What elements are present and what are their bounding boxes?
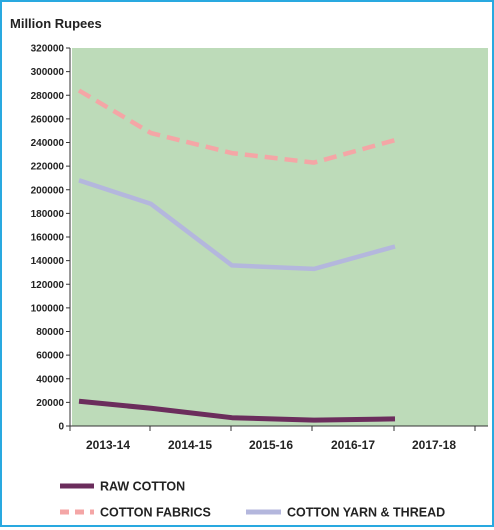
y-tick-label: 300000 [31, 67, 65, 78]
y-tick-label: 180000 [31, 209, 65, 220]
y-axis-unit-label: Million Rupees [10, 16, 102, 31]
y-tick-label: 200000 [31, 185, 65, 196]
y-tick-label: 20000 [36, 398, 64, 409]
x-tick-label: 2017-18 [412, 438, 456, 452]
legend-label: COTTON FABRICS [100, 506, 211, 520]
x-tick-label: 2014-15 [168, 438, 212, 452]
y-tick-label: 40000 [36, 374, 64, 385]
x-tick-label: 2013-14 [86, 438, 130, 452]
x-axis: 2013-14 2014-15 2015-16 2016-17 2017-18 [70, 426, 488, 452]
legend: RAW COTTON COTTON FABRICS COTTON YARN & TH… [60, 480, 445, 520]
x-tick-label: 2016-17 [331, 438, 375, 452]
legend-label: COTTON YARN & THREAD [287, 506, 445, 520]
legend-label: RAW COTTON [100, 480, 185, 494]
y-tick-label: 260000 [31, 114, 65, 125]
y-tick-label: 0 [58, 422, 64, 433]
y-tick-label: 220000 [31, 162, 65, 173]
y-tick-label: 160000 [31, 233, 65, 244]
y-tick-label: 80000 [36, 327, 64, 338]
y-tick-label: 140000 [31, 256, 65, 267]
y-tick-label: 240000 [31, 138, 65, 149]
y-axis: 0 20000 40000 60000 80000 100000 120000 140000 1… [31, 44, 70, 433]
y-tick-label: 100000 [31, 303, 65, 314]
plot-area [72, 48, 488, 426]
y-tick-label: 280000 [31, 91, 65, 102]
x-tick-label: 2015-16 [249, 438, 293, 452]
y-tick-label: 120000 [31, 280, 65, 291]
line-chart: Million Rupees 0 20000 40000 60000 80000 1000… [2, 2, 492, 525]
y-tick-label: 320000 [31, 44, 65, 55]
y-tick-label: 60000 [36, 351, 64, 362]
